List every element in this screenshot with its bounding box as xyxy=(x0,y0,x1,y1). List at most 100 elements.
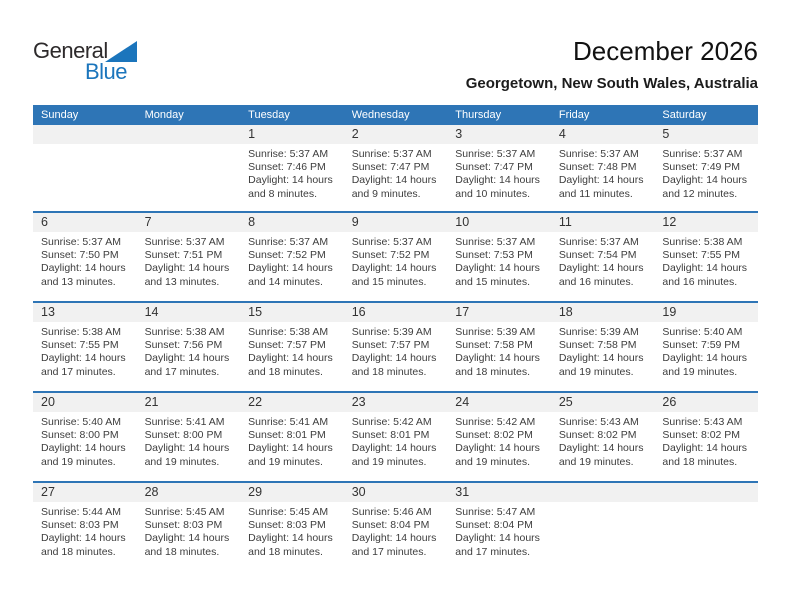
day-detail-line: Sunrise: 5:37 AM xyxy=(248,236,329,248)
day-cell: 29 Sunrise: 5:45 AM Sunset: 8:03 PM Dayligh… xyxy=(240,483,344,571)
day-detail-line: Sunrise: 5:37 AM xyxy=(558,236,639,248)
day-detail-line: and 18 minutes. xyxy=(248,545,323,558)
day-detail-line: Sunset: 7:52 PM xyxy=(248,249,326,262)
day-detail-line: Sunset: 7:55 PM xyxy=(41,339,119,352)
day-detail-line: and 15 minutes. xyxy=(351,275,427,288)
day-detail-line: Sunrise: 5:37 AM xyxy=(455,148,536,160)
day-details: Sunrise: 5:37 AM Sunset: 7:46 PM Daylight:… xyxy=(240,144,344,201)
general-blue-logo: General Blue xyxy=(33,38,153,88)
day-cell: 21 Sunrise: 5:41 AM Sunset: 8:00 PM Dayligh… xyxy=(136,393,241,481)
day-details: Sunrise: 5:43 AM Sunset: 8:02 PM Daylight:… xyxy=(654,412,758,469)
day-number: 24 xyxy=(447,393,551,412)
day-details: Sunrise: 5:37 AM Sunset: 7:49 PM Daylight:… xyxy=(654,144,758,201)
day-number: 13 xyxy=(33,303,137,322)
day-cell: 18 Sunrise: 5:39 AM Sunset: 7:58 PM Dayligh… xyxy=(550,303,655,391)
day-details: Sunrise: 5:45 AM Sunset: 8:03 PM Daylight:… xyxy=(240,502,344,559)
day-cell: 13 Sunrise: 5:38 AM Sunset: 7:55 PM Dayligh… xyxy=(33,303,137,391)
day-cell: 5 Sunrise: 5:37 AM Sunset: 7:49 PM Daylight… xyxy=(654,125,758,211)
day-detail-line: Daylight: 14 hours xyxy=(662,262,748,275)
day-number: 3 xyxy=(447,125,551,144)
day-cell: 20 Sunrise: 5:40 AM Sunset: 8:00 PM Dayligh… xyxy=(33,393,137,481)
day-details: Sunrise: 5:37 AM Sunset: 7:47 PM Daylight:… xyxy=(447,144,551,201)
day-detail-line: Daylight: 14 hours xyxy=(144,352,230,365)
day-number: 15 xyxy=(240,303,344,322)
day-detail-line: Daylight: 14 hours xyxy=(144,442,230,455)
day-number: 22 xyxy=(240,393,344,412)
day-detail-line: Sunset: 7:47 PM xyxy=(351,161,430,174)
day-details: Sunrise: 5:47 AM Sunset: 8:04 PM Daylight:… xyxy=(447,502,551,559)
weekday-header-tuesday: Tuesday xyxy=(248,109,290,121)
day-detail-line: Sunset: 7:55 PM xyxy=(662,249,741,262)
weekday-header-monday: Monday xyxy=(144,109,184,121)
day-number: 25 xyxy=(550,393,655,412)
day-details: Sunrise: 5:39 AM Sunset: 7:57 PM Daylight:… xyxy=(344,322,448,379)
day-detail-line: Sunrise: 5:45 AM xyxy=(248,506,329,518)
day-detail-line: Daylight: 14 hours xyxy=(248,532,333,545)
day-details: Sunrise: 5:37 AM Sunset: 7:54 PM Daylight:… xyxy=(551,232,655,289)
day-number xyxy=(654,483,758,502)
day-detail-line: Sunrise: 5:39 AM xyxy=(558,326,639,338)
empty-day-cell xyxy=(33,125,137,211)
day-detail-line: Sunrise: 5:37 AM xyxy=(351,148,432,160)
day-detail-line: Daylight: 14 hours xyxy=(351,174,437,187)
week-row: 13 Sunrise: 5:38 AM Sunset: 7:55 PM Dayligh… xyxy=(33,301,758,391)
day-number: 10 xyxy=(447,213,551,232)
day-detail-line: Sunset: 8:03 PM xyxy=(41,519,119,532)
day-cell: 9 Sunrise: 5:37 AM Sunset: 7:52 PM Daylight… xyxy=(343,213,448,301)
day-detail-line: Sunrise: 5:37 AM xyxy=(41,236,121,248)
day-detail-line: Sunset: 7:56 PM xyxy=(144,339,223,352)
week-row: 20 Sunrise: 5:40 AM Sunset: 8:00 PM Dayligh… xyxy=(33,391,758,481)
day-detail-line: Daylight: 14 hours xyxy=(662,174,748,187)
day-details: Sunrise: 5:37 AM Sunset: 7:53 PM Daylight:… xyxy=(447,232,551,289)
day-detail-line: Sunset: 8:03 PM xyxy=(248,519,326,532)
day-detail-line: and 19 minutes. xyxy=(351,455,427,468)
day-detail-line: and 14 minutes. xyxy=(248,275,323,288)
day-number: 23 xyxy=(343,393,448,412)
day-detail-line: Sunset: 7:57 PM xyxy=(248,339,326,352)
day-detail-line: Daylight: 14 hours xyxy=(248,174,333,187)
day-cell: 26 Sunrise: 5:43 AM Sunset: 8:02 PM Dayligh… xyxy=(654,393,758,481)
day-detail-line: and 18 minutes. xyxy=(248,365,323,378)
day-detail-line: Sunset: 7:46 PM xyxy=(248,161,326,174)
day-cell: 12 Sunrise: 5:38 AM Sunset: 7:55 PM Dayligh… xyxy=(654,213,758,301)
day-detail-line: Sunrise: 5:37 AM xyxy=(248,148,329,160)
day-details: Sunrise: 5:40 AM Sunset: 8:00 PM Daylight:… xyxy=(33,412,137,469)
day-details: Sunrise: 5:44 AM Sunset: 8:03 PM Daylight:… xyxy=(33,502,137,559)
day-details xyxy=(137,144,241,148)
day-detail-line: Daylight: 14 hours xyxy=(248,262,333,275)
day-detail-line: and 17 minutes. xyxy=(144,365,220,378)
empty-day-cell xyxy=(136,125,241,211)
day-detail-line: Daylight: 14 hours xyxy=(662,442,748,455)
day-cell: 8 Sunrise: 5:37 AM Sunset: 7:52 PM Daylight… xyxy=(240,213,344,301)
day-detail-line: and 18 minutes. xyxy=(144,545,220,558)
day-number xyxy=(33,125,137,144)
day-number xyxy=(550,483,655,502)
day-detail-line: and 19 minutes. xyxy=(558,455,634,468)
weekday-header-sunday: Sunday xyxy=(41,109,79,121)
day-detail-line: Sunset: 7:49 PM xyxy=(662,161,741,174)
day-detail-line: Sunrise: 5:38 AM xyxy=(662,236,743,248)
day-details: Sunrise: 5:41 AM Sunset: 8:01 PM Daylight:… xyxy=(240,412,344,469)
day-detail-line: Sunrise: 5:37 AM xyxy=(455,236,536,248)
day-number: 7 xyxy=(136,213,241,232)
day-detail-line: Sunset: 8:01 PM xyxy=(248,429,326,442)
day-detail-line: Sunset: 8:02 PM xyxy=(455,429,533,442)
day-detail-line: Daylight: 14 hours xyxy=(558,442,644,455)
day-detail-line: Sunset: 8:04 PM xyxy=(455,519,533,532)
day-detail-line: Sunset: 7:47 PM xyxy=(455,161,533,174)
day-detail-line: Sunrise: 5:39 AM xyxy=(351,326,432,338)
day-detail-line: Sunrise: 5:42 AM xyxy=(351,416,432,428)
day-number: 31 xyxy=(447,483,551,502)
day-details: Sunrise: 5:38 AM Sunset: 7:55 PM Daylight:… xyxy=(33,322,137,379)
day-detail-line: Sunrise: 5:37 AM xyxy=(144,236,225,248)
day-detail-line: Daylight: 14 hours xyxy=(558,174,644,187)
day-detail-line: and 9 minutes. xyxy=(351,187,421,200)
day-cell: 7 Sunrise: 5:37 AM Sunset: 7:51 PM Daylight… xyxy=(136,213,241,301)
day-detail-line: and 19 minutes. xyxy=(662,365,738,378)
day-details: Sunrise: 5:37 AM Sunset: 7:52 PM Daylight:… xyxy=(344,232,448,289)
day-details: Sunrise: 5:45 AM Sunset: 8:03 PM Daylight:… xyxy=(137,502,241,559)
day-cell: 6 Sunrise: 5:37 AM Sunset: 7:50 PM Daylight… xyxy=(33,213,137,301)
day-detail-line: Daylight: 14 hours xyxy=(455,442,540,455)
day-number: 17 xyxy=(447,303,551,322)
day-detail-line: Sunset: 7:53 PM xyxy=(455,249,533,262)
